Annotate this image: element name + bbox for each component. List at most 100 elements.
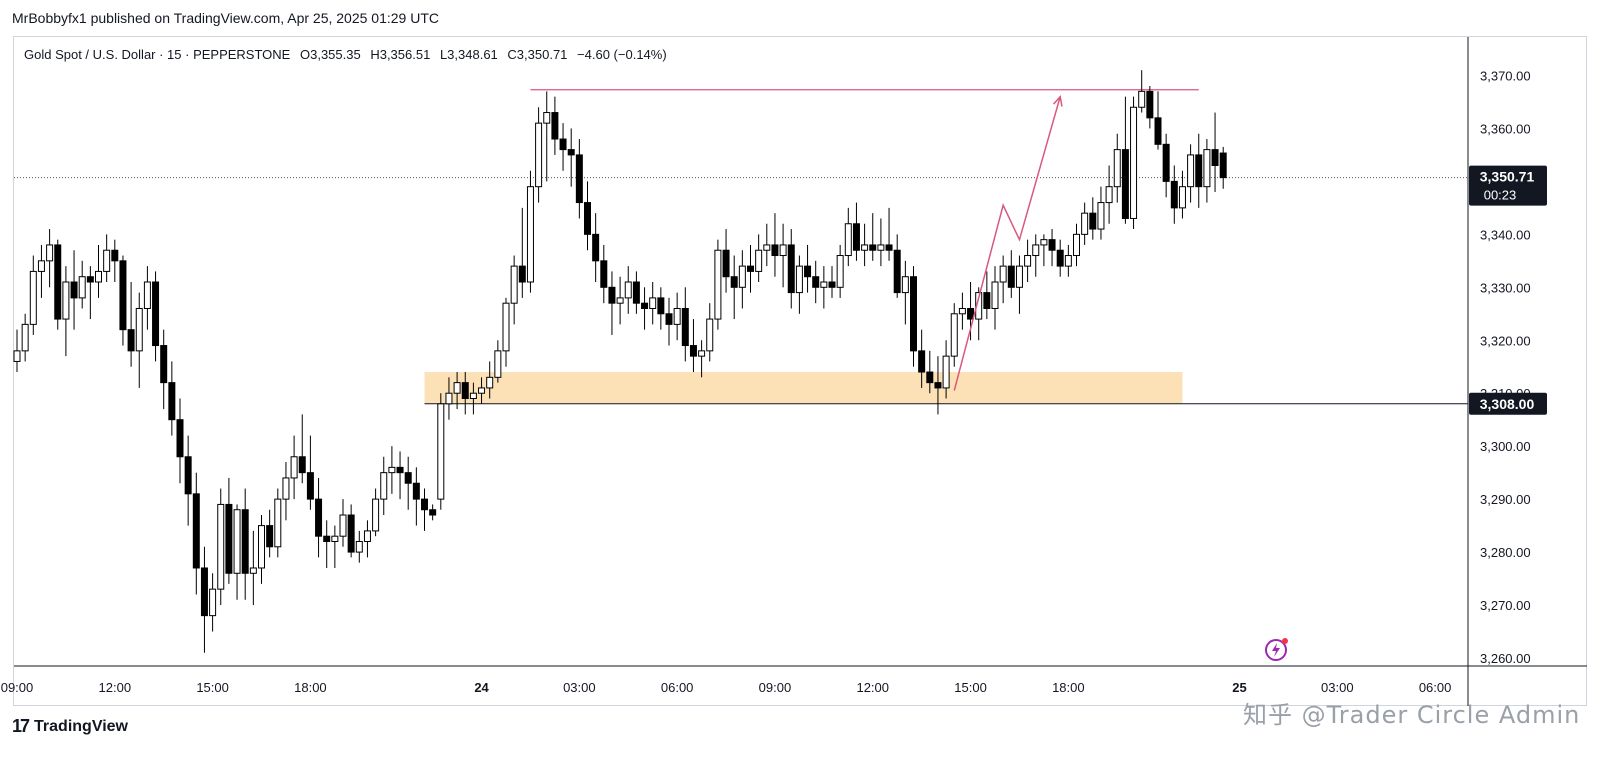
candle[interactable] (771, 213, 779, 277)
candle[interactable] (893, 234, 901, 298)
candle[interactable] (1040, 234, 1048, 267)
candle[interactable] (355, 530, 363, 563)
candle[interactable] (152, 271, 160, 362)
candle[interactable] (111, 239, 119, 283)
candle[interactable] (1162, 133, 1170, 198)
candle[interactable] (991, 266, 999, 330)
candle[interactable] (510, 255, 518, 325)
candle[interactable] (1015, 255, 1023, 314)
candle[interactable] (641, 287, 649, 330)
candle[interactable] (192, 472, 200, 595)
candle[interactable] (1081, 202, 1089, 245)
candle[interactable] (143, 266, 151, 330)
candle[interactable] (412, 467, 420, 526)
candle[interactable] (168, 361, 176, 436)
candle[interactable] (225, 477, 233, 584)
candle[interactable] (657, 287, 665, 330)
candle[interactable] (812, 260, 820, 304)
candle[interactable] (673, 292, 681, 341)
candle[interactable] (543, 91, 551, 182)
candle[interactable] (747, 244, 754, 293)
candle[interactable] (714, 239, 722, 330)
candle[interactable] (608, 271, 616, 335)
candle[interactable] (46, 229, 54, 288)
candle[interactable] (844, 207, 852, 267)
candle[interactable] (1130, 96, 1138, 230)
candle[interactable] (29, 255, 37, 335)
candle[interactable] (478, 377, 486, 404)
candle[interactable] (926, 350, 934, 394)
candle[interactable] (119, 255, 127, 346)
candle[interactable] (600, 244, 608, 304)
candle[interactable] (779, 223, 787, 288)
candle[interactable] (1089, 197, 1097, 240)
candle[interactable] (1056, 239, 1064, 277)
candle[interactable] (584, 181, 591, 251)
candle[interactable] (983, 271, 991, 320)
candle[interactable] (681, 287, 689, 362)
candle[interactable] (37, 244, 45, 298)
candle[interactable] (624, 266, 632, 314)
candle[interactable] (315, 477, 323, 558)
candle[interactable] (258, 515, 265, 584)
candle[interactable] (249, 530, 257, 606)
candle[interactable] (421, 488, 428, 531)
candle[interactable] (160, 329, 168, 410)
candle[interactable] (689, 319, 697, 373)
candle[interactable] (339, 499, 347, 547)
candle[interactable] (363, 520, 371, 558)
candle[interactable] (62, 266, 70, 357)
candle[interactable] (21, 313, 29, 362)
candle[interactable] (1024, 239, 1032, 283)
candle[interactable] (1170, 165, 1178, 224)
candle[interactable] (698, 340, 706, 378)
candle[interactable] (404, 456, 412, 510)
candle[interactable] (575, 139, 583, 219)
candle[interactable] (70, 250, 78, 330)
candle[interactable] (298, 414, 306, 484)
candle[interactable] (217, 488, 225, 606)
candle[interactable] (755, 234, 763, 283)
lightning-alert-icon[interactable] (1264, 636, 1290, 662)
candle[interactable] (934, 356, 942, 415)
candle[interactable] (86, 266, 94, 320)
candle[interactable] (1203, 139, 1211, 203)
candle[interactable] (836, 244, 844, 298)
candle[interactable] (820, 266, 828, 309)
candle[interactable] (282, 462, 290, 521)
candle[interactable] (828, 266, 836, 298)
candle[interactable] (559, 123, 567, 171)
candle[interactable] (78, 260, 86, 309)
candle[interactable] (1064, 244, 1072, 277)
candle[interactable] (323, 520, 331, 568)
tradingview-logo[interactable]: 17 TradingView (12, 716, 128, 737)
candle[interactable] (1097, 186, 1105, 240)
candle[interactable] (942, 340, 950, 399)
candle[interactable] (233, 504, 241, 600)
candle[interactable] (918, 329, 926, 388)
candle[interactable] (551, 96, 559, 155)
candle[interactable] (526, 170, 534, 293)
candle[interactable] (54, 239, 62, 330)
candle[interactable] (103, 234, 111, 283)
candle[interactable] (763, 223, 771, 267)
candle[interactable] (1032, 234, 1040, 277)
candle[interactable] (632, 271, 640, 314)
candle[interactable] (429, 504, 437, 521)
candle[interactable] (1048, 229, 1056, 267)
candle[interactable] (266, 509, 274, 558)
candle[interactable] (331, 525, 339, 568)
candle[interactable] (396, 451, 404, 500)
candle[interactable] (852, 202, 860, 261)
candle[interactable] (1146, 86, 1154, 129)
candle[interactable] (135, 292, 143, 388)
candle[interactable] (592, 213, 600, 283)
candle[interactable] (877, 218, 885, 267)
candle[interactable] (200, 546, 208, 653)
candle[interactable] (738, 250, 746, 309)
candle[interactable] (722, 229, 730, 293)
candle[interactable] (1178, 170, 1186, 219)
candle[interactable] (95, 244, 102, 298)
candle[interactable] (787, 229, 795, 309)
